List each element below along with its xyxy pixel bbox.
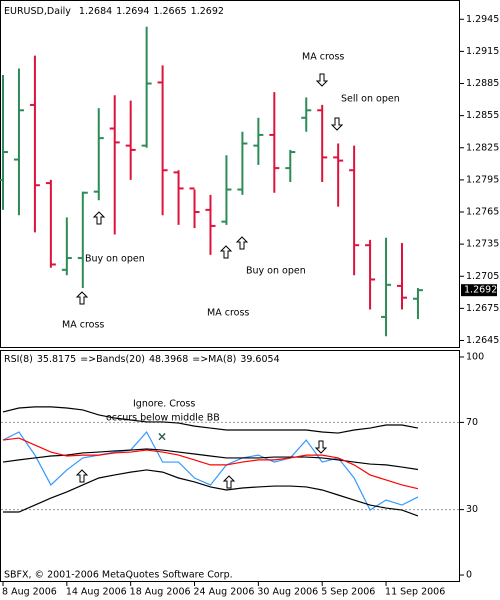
y-tick-label: 1.2765 [466,207,499,218]
last-price-label: 1.2692 [464,285,497,296]
ma-last: 39.6054 [240,354,279,365]
header-open: 1.2684 [79,6,112,17]
x-tick-label: 30 Aug 2006 [257,587,318,598]
arrow [75,291,89,305]
symbol-title: EURUSD,Daily [4,6,71,17]
rsi-header: RSI(8) 35.8175 =>Bands(20) 48.3968 =>MA(8) 39… [4,354,280,365]
indicator-line [2,448,419,471]
indicator-line [2,437,419,490]
ma-name: =>MA(8) [192,354,236,365]
arrow [75,469,89,483]
arrow [219,245,233,259]
cross-mark: × [157,430,167,444]
annotation: Buy on open [246,266,306,277]
annotation: occurs below middle BB [106,413,220,424]
y-tick-label: 1.2945 [466,14,499,25]
header-high: 1.2694 [116,6,149,17]
indicator-line [2,430,419,511]
arrow [330,117,344,131]
y-tick-label: 1.2825 [466,142,499,153]
bands-last: 48.3968 [149,354,188,365]
y-tick-label: 1.2915 [466,46,499,57]
y-tick-label: 100 [466,351,484,362]
annotation: Ignore. Cross [133,399,195,410]
y-tick-label: 1.2705 [466,271,499,282]
arrow [92,211,106,225]
header-close: 1.2692 [191,6,224,17]
annotation: MA cross [62,320,104,331]
annotation: Buy on open [85,254,145,265]
annotation: Sell on open [341,94,400,105]
x-tick-label: 24 Aug 2006 [194,587,255,598]
y-tick-label: 0 [466,570,472,581]
x-tick-label: 14 Aug 2006 [66,587,127,598]
x-tick-label: 8 Aug 2006 [2,587,57,598]
annotation: MA cross [302,52,344,63]
y-tick-label: 30 [466,504,478,515]
x-tick-label: 5 Sep 2006 [321,587,375,598]
annotation: MA cross [207,308,249,319]
y-tick-label: 1.2885 [466,78,499,89]
arrow [315,73,329,87]
rsi-last: 35.8175 [37,354,76,365]
y-tick-label: 1.2735 [466,239,499,250]
arrow [222,475,236,489]
y-tick-label: 70 [466,417,478,428]
rsi-name: RSI(8) [4,354,33,365]
copyright: SBFX, © 2001-2006 MetaQuotes Software Co… [4,570,233,581]
indicator-line [3,469,419,517]
last-price-box [461,284,497,297]
indicator-line [2,406,419,434]
x-tick-label: 18 Aug 2006 [130,587,191,598]
header-low: 1.2665 [153,6,186,17]
y-tick-label: 1.2855 [466,110,499,121]
y-tick-label: 1.2645 [466,335,499,346]
y-tick-label: 1.2795 [466,174,499,185]
y-tick-label: 1.2675 [466,303,499,314]
arrow [314,440,328,454]
rsi-panel-frame [0,350,460,582]
arrow [235,236,249,250]
bands-name: =>Bands(20) [80,354,145,365]
price-header: EURUSD,Daily 1.2684 1.2694 1.2665 1.2692 [4,6,224,17]
price-panel-frame [0,0,460,348]
x-tick-label: 11 Sep 2006 [385,587,445,598]
